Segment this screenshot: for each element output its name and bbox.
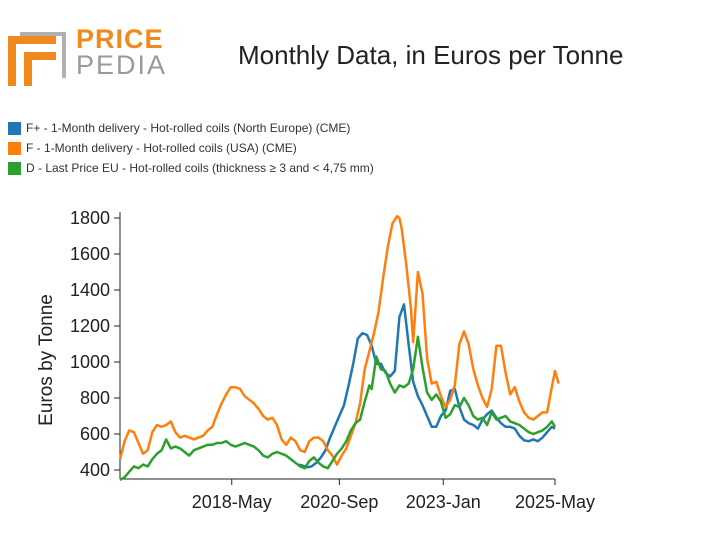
legend-item-eu[interactable]: D - Last Price EU - Hot-rolled coils (th… (8, 158, 374, 178)
logo-mark-icon (8, 32, 66, 86)
series-line-1 (118, 214, 560, 466)
series-line-2 (119, 335, 557, 481)
legend-label-usa: F - 1-Month delivery - Hot-rolled coils … (26, 141, 297, 155)
x-tick-label: 2025-May (515, 492, 595, 512)
legend-swatch-usa (8, 141, 21, 155)
legend-item-usa[interactable]: F - 1-Month delivery - Hot-rolled coils … (8, 138, 374, 158)
y-tick-label: 1400 (70, 280, 110, 300)
legend-swatch-eu (8, 161, 21, 175)
x-tick-label: 2020-Sep (300, 492, 378, 512)
series-line-0 (297, 303, 556, 469)
logo-text-pedia: PEDIA (76, 50, 168, 80)
y-axis-title: Euros by Tonne (36, 294, 57, 426)
legend-label-eu: D - Last Price EU - Hot-rolled coils (th… (26, 161, 374, 175)
x-tick-label: 2023-Jan (406, 492, 481, 512)
y-tick-label: 800 (80, 388, 110, 408)
x-tick-label: 2018-May (192, 492, 272, 512)
legend-label-north-europe: F+ - 1-Month delivery - Hot-rolled coils… (26, 121, 351, 135)
legend-swatch-north-europe (8, 121, 21, 135)
y-tick-label: 400 (80, 460, 110, 480)
y-tick-label: 1800 (70, 208, 110, 228)
y-tick-label: 600 (80, 424, 110, 444)
pricepedia-logo: PRICE PEDIA (6, 24, 166, 94)
chart-title: Monthly Data, in Euros per Tonne (238, 40, 624, 70)
y-tick-label: 1600 (70, 244, 110, 264)
y-tick-label: 1200 (70, 316, 110, 336)
logo-text-price: PRICE (76, 24, 164, 54)
y-tick-label: 1000 (70, 352, 110, 372)
legend: F+ - 1-Month delivery - Hot-rolled coils… (8, 118, 374, 178)
legend-item-north-europe[interactable]: F+ - 1-Month delivery - Hot-rolled coils… (8, 118, 374, 138)
